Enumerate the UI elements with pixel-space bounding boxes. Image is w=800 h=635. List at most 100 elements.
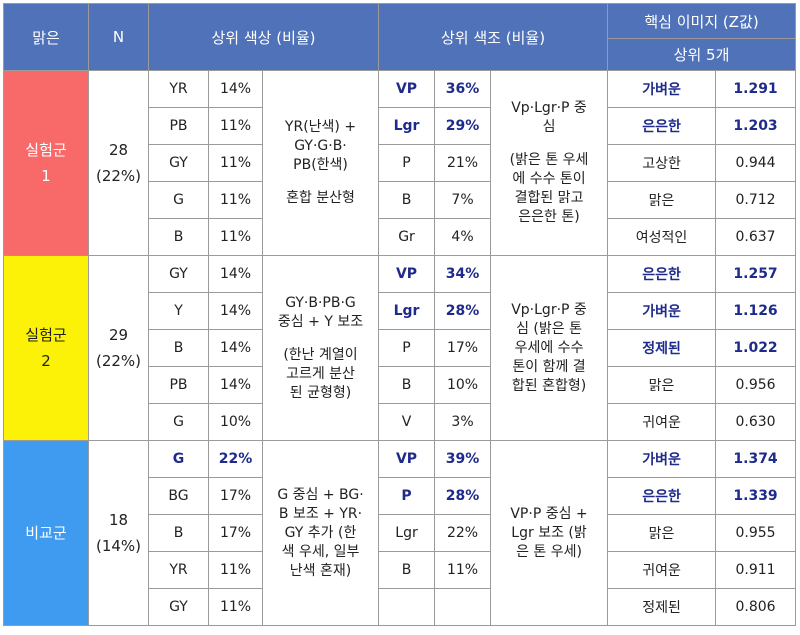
tone-description: Vp·Lgr·P 중 심 (밝은 톤 우세 에 수수 톤이 결합된 맑고 은은한… [490,70,609,256]
color-description: GY·B·PB·G 중심 + Y 보조 (한난 계열이 고르게 분산 된 균형형… [261,255,380,441]
tone-percent: 7% [434,181,492,219]
z-value: 0.630 [715,403,797,441]
color-percent: 14% [208,255,263,293]
image-word: 귀여운 [607,551,717,589]
table-row: 비교군 18 (14%) G 22% G 중심 + BG· B 보조 + YR·… [3,440,797,626]
tone-code: VP [378,255,436,293]
color-code: GY [148,588,209,626]
color-code: YR [148,551,209,589]
color-percent: 11% [208,218,263,256]
tone-code: V [378,403,436,441]
table-row: B 11% Gr 4% 여성적인 0.637 [4,218,797,256]
table-row: YR 11% B 11% 귀여운 0.911 [4,551,797,589]
tone-percent [434,588,492,626]
table-row: PB 11% Lgr 29% 은은한 1.203 [4,107,797,145]
tone-percent: 17% [434,329,492,367]
header-key-image: 핵심 이미지 (Z값) [607,3,797,39]
group-label: 실험군 1 [3,70,89,256]
image-word: 맑은 [607,181,717,219]
image-word: 정제된 [607,588,717,626]
table-row: BG 17% P 28% 은은한 1.339 [4,477,797,515]
color-percent: 11% [208,588,263,626]
tone-percent: 11% [434,551,492,589]
color-description: YR(난색) + GY·G·B· PB(한색) 혼합 분산형 [261,70,380,256]
color-description: G 중심 + BG· B 보조 + YR· GY 추가 (한 색 우세, 일부 … [261,440,380,626]
tone-percent: 4% [434,218,492,256]
color-code: Y [148,292,209,330]
table-row: G 11% B 7% 맑은 0.712 [4,181,797,219]
color-code: G [148,403,209,441]
color-description-main: YR(난색) + GY·G·B· PB(한색) [284,119,357,173]
z-value: 1.022 [715,329,797,367]
table-row: B 17% Lgr 22% 맑은 0.955 [4,514,797,552]
color-percent: 11% [208,181,263,219]
color-code: B [148,218,209,256]
group-n: 29 (22%) [88,255,149,441]
n-percent: (22%) [95,167,142,185]
color-code: G [148,440,209,478]
z-value: 1.339 [715,477,797,515]
color-percent: 11% [208,551,263,589]
tone-code: Gr [378,218,436,256]
tone-code: VP [378,440,436,478]
tone-code: Lgr [378,107,436,145]
group-label: 실험군 2 [3,255,89,441]
n-percent: (14%) [95,537,142,555]
image-word: 여성적인 [607,218,717,256]
tone-percent: 28% [434,292,492,330]
tone-percent: 39% [434,440,492,478]
header-n: N [88,3,149,71]
header-key-image-sub: 상위 5개 [607,38,797,71]
tone-code: B [378,551,436,589]
z-value: 0.956 [715,366,797,404]
color-percent: 17% [208,477,263,515]
table-row: B 14% P 17% 정제된 1.022 [4,329,797,367]
color-code: B [148,329,209,367]
tone-percent: 22% [434,514,492,552]
tone-percent: 3% [434,403,492,441]
z-value: 0.712 [715,181,797,219]
tone-code [378,588,436,626]
z-value: 0.637 [715,218,797,256]
group-name: 실험군 [25,326,67,344]
tone-description-main: Vp·Lgr·P 중 심 [511,100,587,135]
tone-percent: 34% [434,255,492,293]
z-value: 0.911 [715,551,797,589]
color-percent: 22% [208,440,263,478]
header-row: 맑은 N 상위 색상 (비율) 상위 색조 (비율) 핵심 이미지 (Z값) [3,3,797,71]
tone-code: B [378,366,436,404]
color-code: GY [148,255,209,293]
n-value: 29 [108,326,129,344]
group-n: 18 (14%) [88,440,149,626]
n-value: 18 [108,511,129,529]
group-n: 28 (22%) [88,70,149,256]
tone-description: VP·P 중심 + Lgr 보조 (밝 은 톤 우세) [490,440,609,626]
header-top-colors: 상위 색상 (비율) [147,3,380,71]
tone-code: B [378,181,436,219]
color-percent: 14% [208,70,263,108]
color-description-main: GY·B·PB·G 중심 + Y 보조 [277,294,364,330]
table-row: GY 11% 정제된 0.806 [4,588,797,626]
color-code: YR [148,70,209,108]
color-image-table: 맑은 N 상위 색상 (비율) 상위 색조 (비율) 핵심 이미지 (Z값) 상… [3,3,797,626]
z-value: 1.291 [715,70,797,108]
color-percent: 17% [208,514,263,552]
tone-code: VP [378,70,436,108]
group-number: 2 [41,352,51,370]
image-word: 은은한 [607,107,717,145]
color-code: B [148,514,209,552]
table-row: PB 14% B 10% 맑은 0.956 [4,366,797,404]
z-value: 1.257 [715,255,797,293]
image-word: 가벼운 [607,292,717,330]
tone-percent: 10% [434,366,492,404]
color-description-type: 혼합 분산형 [286,190,355,206]
tone-code: Lgr [378,292,436,330]
image-word: 고상한 [607,144,717,182]
color-percent: 14% [208,366,263,404]
color-percent: 14% [208,292,263,330]
z-value: 0.806 [715,588,797,626]
image-word: 가벼운 [607,70,717,108]
image-word: 맑은 [607,366,717,404]
color-code: PB [148,366,209,404]
z-value: 1.126 [715,292,797,330]
